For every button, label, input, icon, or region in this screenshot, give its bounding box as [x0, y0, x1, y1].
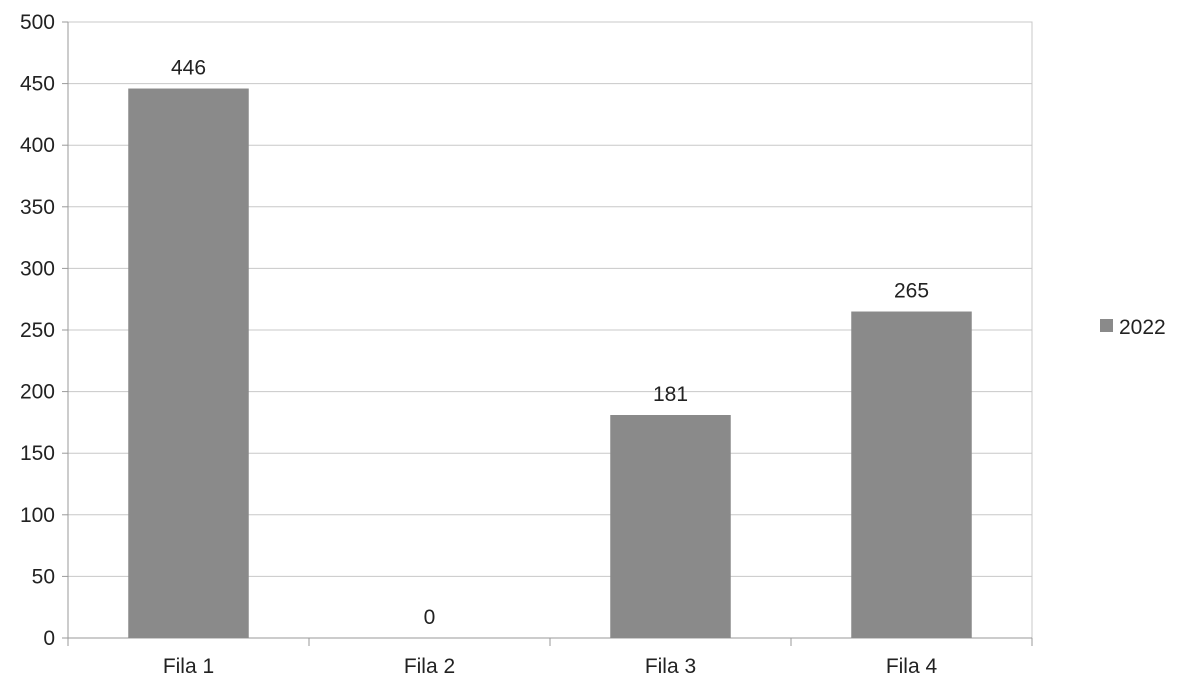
y-tick-label-50: 50 [32, 565, 55, 588]
y-tick-label-500: 500 [20, 11, 55, 34]
y-tick-label-0: 0 [43, 627, 55, 650]
bar-fila-1 [128, 88, 249, 638]
bar-fila-3 [610, 415, 731, 638]
legend: 2022 [1100, 316, 1166, 339]
x-tick-label-fila-2: Fila 2 [404, 655, 455, 678]
data-label-fila-3: 181 [653, 383, 688, 406]
y-tick-label-450: 450 [20, 73, 55, 96]
y-tick-label-100: 100 [20, 504, 55, 527]
legend-label-2022: 2022 [1119, 316, 1166, 339]
bar-fila-4 [851, 311, 972, 638]
data-label-fila-4: 265 [894, 280, 929, 303]
x-tick-label-fila-4: Fila 4 [886, 655, 938, 678]
y-tick-label-200: 200 [20, 381, 55, 404]
data-labels: 446 0 181 265 [171, 57, 929, 629]
x-tick-label-fila-3: Fila 3 [645, 655, 696, 678]
y-tick-label-400: 400 [20, 134, 55, 157]
data-label-fila-2: 0 [424, 606, 436, 629]
y-tick-label-350: 350 [20, 196, 55, 219]
bars [128, 88, 972, 638]
y-tick-label-300: 300 [20, 257, 55, 280]
x-tick-label-fila-1: Fila 1 [163, 655, 214, 678]
data-label-fila-1: 446 [171, 57, 206, 80]
axes: 0 50 100 150 200 250 300 350 400 450 500 Fila 1 Fila… [20, 11, 1033, 678]
y-tick-label-250: 250 [20, 319, 55, 342]
y-tick-label-150: 150 [20, 442, 55, 465]
legend-swatch-2022 [1100, 319, 1113, 332]
